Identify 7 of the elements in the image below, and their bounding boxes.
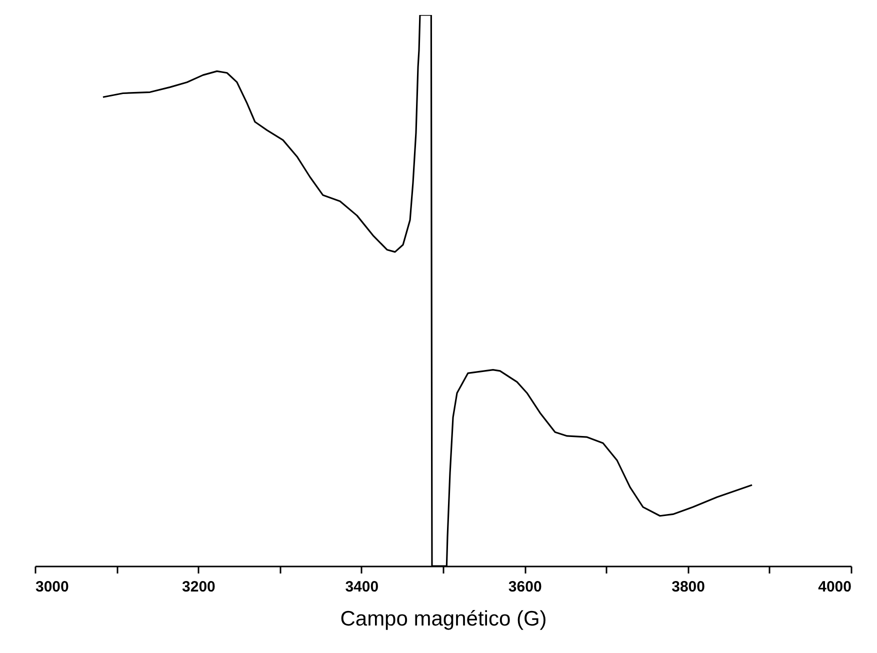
x-tick-label: 3000 bbox=[36, 578, 69, 596]
x-tick-label: 3200 bbox=[182, 578, 216, 596]
x-tick-label: 4000 bbox=[818, 578, 852, 596]
x-tick-label: 3600 bbox=[508, 578, 542, 596]
x-tick-label: 3800 bbox=[672, 578, 705, 596]
x-tick-label: 3400 bbox=[345, 578, 379, 596]
x-axis-title: Campo magnético (G) bbox=[340, 608, 547, 630]
